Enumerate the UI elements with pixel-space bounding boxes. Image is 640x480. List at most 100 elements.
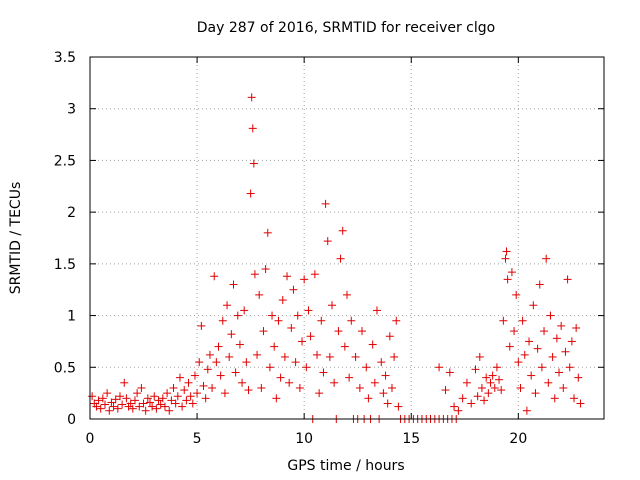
data-point xyxy=(261,265,270,274)
data-point xyxy=(503,275,512,284)
data-point xyxy=(165,406,174,415)
data-point xyxy=(173,392,182,401)
y-tick-label: 0 xyxy=(67,412,76,428)
data-point xyxy=(92,402,101,411)
data-point xyxy=(445,368,454,377)
data-point xyxy=(334,327,343,336)
data-point xyxy=(88,392,97,401)
data-point xyxy=(276,373,285,382)
x-tick-label: 0 xyxy=(86,431,95,447)
data-point xyxy=(208,383,217,392)
data-point xyxy=(381,371,390,380)
data-point xyxy=(392,316,401,325)
data-point xyxy=(343,290,351,299)
data-point xyxy=(486,378,495,387)
data-point xyxy=(531,389,540,398)
data-point xyxy=(133,389,142,398)
data-point xyxy=(182,396,191,405)
data-point xyxy=(522,406,531,415)
axis-ticks: 0 5 10 15 20 0 0.5 1 1.5 2 2.5 3 3.5 xyxy=(54,50,604,447)
data-point xyxy=(512,290,521,299)
data-point xyxy=(141,406,150,415)
data-points xyxy=(88,93,585,423)
data-point xyxy=(105,406,114,415)
data-point xyxy=(542,254,551,263)
data-point xyxy=(139,399,148,408)
data-point xyxy=(315,389,324,398)
data-point xyxy=(246,189,255,198)
data-point xyxy=(259,327,268,336)
data-point xyxy=(135,402,144,411)
data-point xyxy=(107,398,116,407)
data-point xyxy=(171,399,180,408)
data-point xyxy=(570,394,579,403)
data-point xyxy=(475,352,484,361)
data-point xyxy=(265,363,274,372)
x-tick-label: 10 xyxy=(295,431,313,447)
data-point xyxy=(126,399,135,408)
data-point xyxy=(201,394,210,403)
data-point xyxy=(537,363,546,372)
data-point xyxy=(336,254,345,263)
data-point xyxy=(270,342,279,351)
data-point xyxy=(272,394,281,403)
data-point xyxy=(377,358,386,367)
data-point xyxy=(548,352,557,361)
data-point xyxy=(199,381,208,390)
data-point xyxy=(298,337,307,346)
data-point xyxy=(325,352,334,361)
data-point xyxy=(450,402,459,411)
data-point xyxy=(160,402,169,411)
data-point xyxy=(550,394,559,403)
y-tick-label: 3 xyxy=(67,102,76,118)
data-point xyxy=(186,392,195,401)
data-point xyxy=(518,316,527,325)
data-point xyxy=(555,368,564,377)
y-tick-label: 2.5 xyxy=(54,153,76,169)
data-point xyxy=(502,247,511,256)
data-point xyxy=(330,378,339,387)
data-point xyxy=(242,358,251,367)
data-point xyxy=(163,389,172,398)
data-point xyxy=(355,383,364,392)
data-point xyxy=(250,270,259,279)
data-point xyxy=(231,368,240,377)
data-point xyxy=(351,352,360,361)
data-point xyxy=(561,347,570,356)
data-point xyxy=(247,93,256,102)
data-point xyxy=(238,378,247,387)
data-point xyxy=(244,386,253,395)
data-point xyxy=(302,363,311,372)
data-point xyxy=(552,334,561,343)
data-point xyxy=(169,383,178,392)
data-point xyxy=(473,392,482,401)
data-point xyxy=(274,316,283,325)
data-point xyxy=(505,342,514,351)
data-point xyxy=(152,404,161,413)
data-point xyxy=(98,394,107,403)
data-point xyxy=(214,342,223,351)
data-point xyxy=(559,383,568,392)
x-tick-label: 20 xyxy=(509,431,527,447)
data-point xyxy=(535,280,544,289)
data-point xyxy=(195,358,204,367)
data-point xyxy=(111,395,120,404)
data-point xyxy=(175,373,184,382)
data-point xyxy=(310,270,319,279)
data-point xyxy=(293,311,302,320)
data-point xyxy=(525,337,534,346)
data-point xyxy=(120,378,129,387)
data-point xyxy=(184,378,193,387)
x-tick-label: 5 xyxy=(193,431,202,447)
data-point xyxy=(156,400,165,409)
data-point xyxy=(347,316,356,325)
data-point xyxy=(482,373,491,382)
data-point xyxy=(499,316,508,325)
data-point xyxy=(462,378,471,387)
data-point xyxy=(130,396,139,405)
y-tick-label: 1.5 xyxy=(54,257,76,273)
data-point xyxy=(268,311,277,320)
data-point xyxy=(345,373,354,382)
data-point xyxy=(128,404,137,413)
data-point xyxy=(467,399,476,408)
